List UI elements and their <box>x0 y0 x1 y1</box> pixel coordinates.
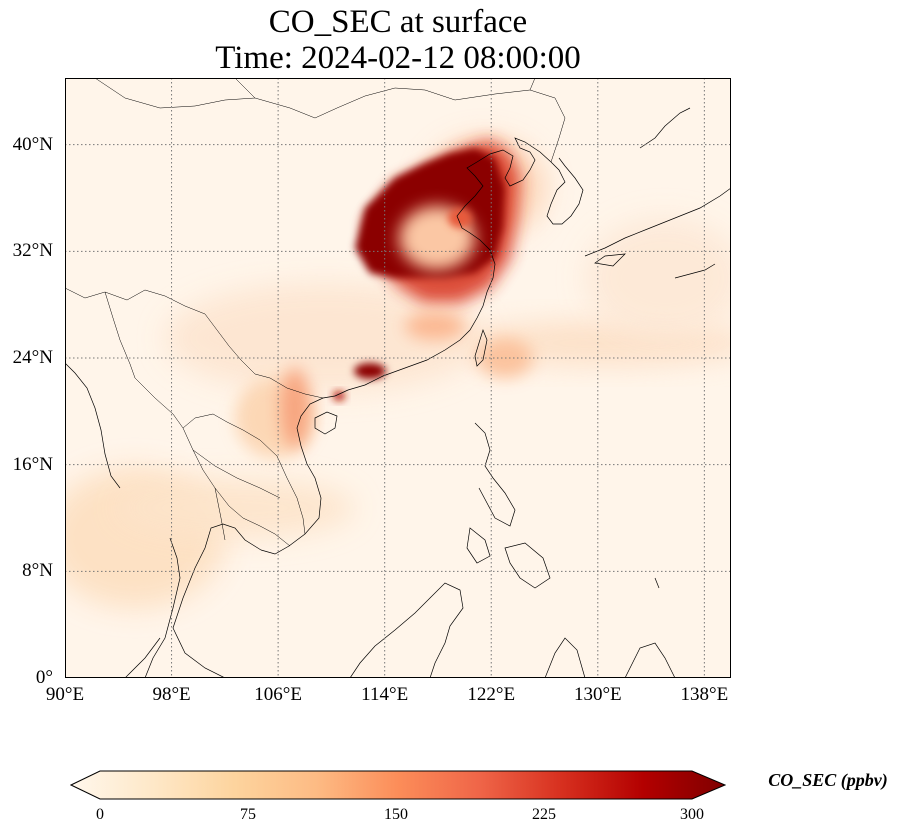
lon-tick-label: 122°E <box>467 684 516 705</box>
lat-tick-label: 24°N <box>12 347 53 368</box>
lon-tick-label: 90°E <box>45 684 85 705</box>
lon-tick-label: 98°E <box>152 684 191 705</box>
map-frame <box>65 78 731 678</box>
concentration-field <box>65 138 731 608</box>
lat-tick-label: 8°N <box>22 560 53 582</box>
lat-tick-label: 0° <box>35 667 53 688</box>
colorbar-tick-label: 150 <box>384 806 408 823</box>
lat-tick-label: 32°N <box>12 240 53 262</box>
map-panel <box>65 78 731 678</box>
chart-title: CO_SEC at surface <box>268 4 528 40</box>
coastlines <box>65 107 731 678</box>
colorbar-tick-label: 75 <box>240 806 256 823</box>
lon-tick-label: 106°E <box>254 684 302 705</box>
colorbar-label: CO_SEC (ppbv) <box>768 770 888 790</box>
lat-tick-label: 16°N <box>12 453 53 475</box>
colorbar-tick-label: 300 <box>680 806 704 823</box>
colorbar-tick-label: 225 <box>532 806 556 823</box>
lon-tick-label: 114°E <box>361 684 409 705</box>
colorbar-tick-label: 0 <box>96 806 104 823</box>
colorbar <box>70 770 726 800</box>
lat-tick-label: 40°N <box>12 133 53 155</box>
gridlines <box>65 78 731 678</box>
lon-tick-label: 130°E <box>573 684 622 705</box>
lon-tick-label: 138°E <box>680 684 729 705</box>
colorbar-body <box>70 770 726 800</box>
chart-subtitle: Time: 2024-02-12 08:00:00 <box>215 40 581 76</box>
